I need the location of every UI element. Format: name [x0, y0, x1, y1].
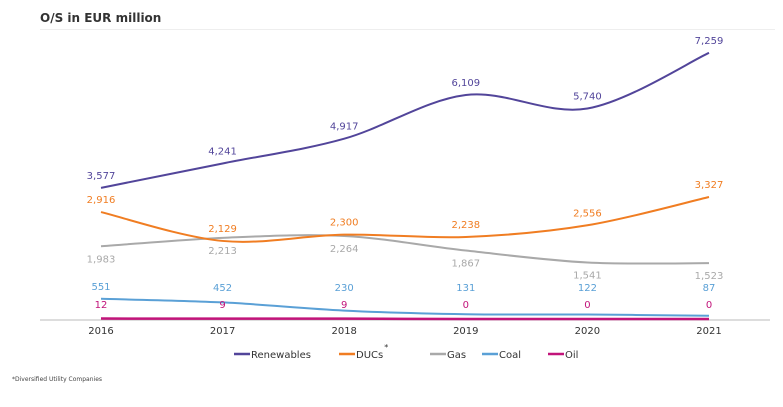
data-label: 3,577: [87, 171, 116, 182]
data-label: 7,259: [695, 36, 724, 47]
title-divider: [40, 29, 775, 30]
data-label: 1,523: [695, 271, 724, 282]
data-label: 2,556: [573, 208, 602, 219]
data-label: 230: [335, 283, 354, 294]
chart-title: O/S in EUR million: [40, 11, 162, 25]
x-tick-label: 2021: [696, 326, 721, 337]
legend-label-ducs: DUCs: [356, 350, 383, 361]
series-line-renewables: [100, 51, 710, 189]
data-label: 551: [91, 282, 110, 293]
legend-label-oil: Oil: [565, 350, 578, 361]
data-label: 5,740: [573, 92, 602, 103]
x-tick-label: 2019: [453, 326, 478, 337]
x-tick-label: 2018: [331, 326, 356, 337]
data-label: 4,917: [330, 122, 359, 133]
data-label: 9: [219, 300, 225, 311]
data-label: 1,541: [573, 270, 602, 281]
data-label: 0: [706, 300, 712, 311]
data-label: 2,213: [208, 246, 237, 257]
data-label: 131: [456, 283, 475, 294]
data-label: 0: [463, 300, 469, 311]
data-label: 9: [341, 300, 347, 311]
data-label: 1,983: [87, 254, 116, 265]
legend-label-gas: Gas: [447, 350, 466, 361]
series-line-gas: [100, 234, 710, 265]
data-label: 3,327: [695, 180, 724, 191]
series-line-coal: [100, 297, 710, 317]
x-tick-label: 2016: [88, 326, 113, 337]
data-label: 2,238: [451, 220, 480, 231]
data-label: 12: [95, 300, 108, 311]
data-label: 2,129: [208, 224, 237, 235]
data-label: 2,300: [330, 218, 359, 229]
data-label: 4,241: [208, 146, 237, 157]
legend-label-coal: Coal: [499, 350, 521, 361]
legend-footnote-mark: *: [384, 343, 388, 352]
data-label: 452: [213, 283, 232, 294]
legend-label-renewables: Renewables: [251, 350, 311, 361]
data-label: 1,867: [451, 259, 480, 270]
x-tick-label: 2020: [575, 326, 600, 337]
data-label: 0: [584, 300, 590, 311]
footnote: *Diversified Utility Companies: [12, 376, 103, 383]
data-label: 87: [703, 283, 716, 294]
x-tick-label: 2017: [210, 326, 235, 337]
data-label: 6,109: [451, 78, 480, 89]
data-label: 122: [578, 283, 597, 294]
data-label: 2,916: [87, 195, 116, 206]
data-label: 2,264: [330, 244, 359, 255]
series-line-ducs: [100, 196, 710, 243]
